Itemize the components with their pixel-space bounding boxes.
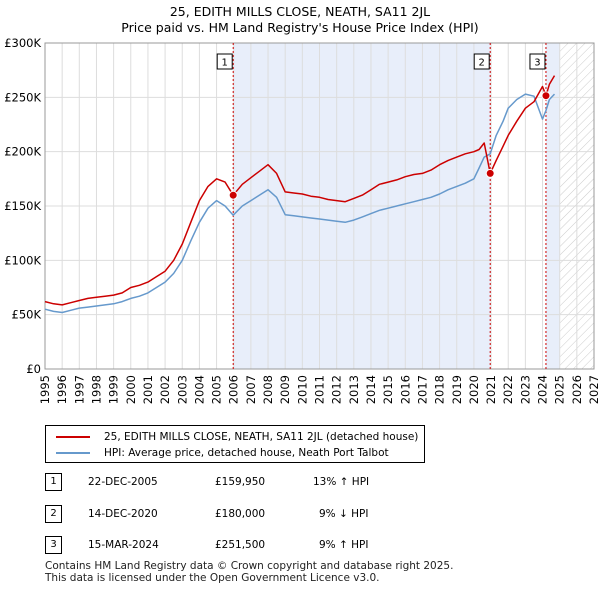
x-tick-label: 2001 xyxy=(141,375,155,404)
marker-label: 2 xyxy=(479,58,485,69)
y-tick-label: £100K xyxy=(4,253,41,267)
x-tick-label: 2008 xyxy=(261,375,275,404)
sale-point xyxy=(228,190,238,200)
x-tick-label: 2014 xyxy=(364,375,378,404)
transaction-hpi: 13% ↑ HPI xyxy=(313,476,370,488)
x-tick-label: 2026 xyxy=(570,375,584,404)
y-tick-label: £300K xyxy=(4,36,41,50)
transaction-number: 2 xyxy=(45,505,62,523)
x-tick-label: 2020 xyxy=(467,375,481,404)
chart-title-line2: Price paid vs. HM Land Registry's House … xyxy=(121,20,479,35)
x-tick-label: 2021 xyxy=(484,375,498,404)
x-tick-label: 2012 xyxy=(330,375,344,404)
transaction-price: £180,000 xyxy=(215,508,266,520)
transaction-date: 22-DEC-2005 xyxy=(88,476,158,488)
x-tick-label: 2005 xyxy=(210,375,224,404)
transaction-date: 14-DEC-2020 xyxy=(88,508,158,520)
y-tick-label: £150K xyxy=(4,199,41,213)
x-tick-label: 2006 xyxy=(227,375,241,404)
x-tick-label: 2019 xyxy=(450,375,464,404)
transaction-date: 15-MAR-2024 xyxy=(88,539,159,551)
x-tick-label: 2015 xyxy=(381,375,395,404)
x-tick-label: 2017 xyxy=(415,375,429,404)
transaction-number: 1 xyxy=(45,473,62,491)
x-tick-label: 2007 xyxy=(244,375,258,404)
legend-swatch-price xyxy=(56,436,90,438)
sale-point xyxy=(541,91,551,101)
x-tick-label: 2010 xyxy=(295,375,309,404)
x-tick-label: 2013 xyxy=(347,375,361,404)
x-tick-label: 1996 xyxy=(55,375,69,404)
legend-label-price: 25, EDITH MILLS CLOSE, NEATH, SA11 2JL (… xyxy=(104,431,419,443)
footer-copyright: Contains HM Land Registry data © Crown c… xyxy=(45,560,454,572)
legend-swatch-hpi xyxy=(56,452,90,454)
x-tick-label: 1997 xyxy=(72,375,86,404)
x-tick-label: 2024 xyxy=(536,375,550,404)
legend-item-hpi: HPI: Average price, detached house, Neat… xyxy=(56,445,389,461)
x-tick-label: 2000 xyxy=(124,375,138,404)
x-tick-label: 2025 xyxy=(553,375,567,404)
sale-point xyxy=(485,168,495,178)
x-tick-label: 2002 xyxy=(158,375,172,404)
transaction-hpi: 9% ↓ HPI xyxy=(319,508,369,520)
transaction-price: £159,950 xyxy=(215,476,266,488)
x-tick-label: 2018 xyxy=(433,375,447,404)
x-tick-label: 1995 xyxy=(38,375,52,404)
footer-license: This data is licensed under the Open Gov… xyxy=(45,572,380,584)
x-tick-label: 1999 xyxy=(107,375,121,404)
x-tick-label: 2016 xyxy=(398,375,412,404)
transaction-price: £251,500 xyxy=(215,539,266,551)
x-tick-label: 2027 xyxy=(587,375,600,404)
legend-label-hpi: HPI: Average price, detached house, Neat… xyxy=(104,447,389,459)
transaction-hpi: 9% ↑ HPI xyxy=(319,539,369,551)
x-tick-label: 2004 xyxy=(192,375,206,404)
y-tick-label: £250K xyxy=(4,90,41,104)
y-tick-label: £200K xyxy=(4,145,41,159)
chart-title-line1: 25, EDITH MILLS CLOSE, NEATH, SA11 2JL xyxy=(169,4,431,19)
x-tick-label: 2003 xyxy=(175,375,189,404)
plot-frame xyxy=(44,42,595,370)
y-tick-label: £0 xyxy=(26,362,41,376)
series-line-price xyxy=(44,75,556,306)
marker-label-box xyxy=(216,53,233,70)
chart-legend: 25, EDITH MILLS CLOSE, NEATH, SA11 2JL (… xyxy=(45,425,425,463)
marker-label: 3 xyxy=(534,58,540,69)
marker-label-box xyxy=(473,53,490,70)
x-tick-label: 2023 xyxy=(518,375,532,404)
marker-label-box xyxy=(529,53,546,70)
legend-item-price: 25, EDITH MILLS CLOSE, NEATH, SA11 2JL (… xyxy=(56,429,418,445)
x-tick-label: 2022 xyxy=(501,375,515,404)
x-tick-label: 2011 xyxy=(313,375,327,404)
y-tick-label: £50K xyxy=(12,308,42,322)
x-tick-label: 1998 xyxy=(89,375,103,404)
x-tick-label: 2009 xyxy=(278,375,292,404)
transaction-number: 3 xyxy=(45,536,62,554)
marker-label: 1 xyxy=(222,58,228,69)
